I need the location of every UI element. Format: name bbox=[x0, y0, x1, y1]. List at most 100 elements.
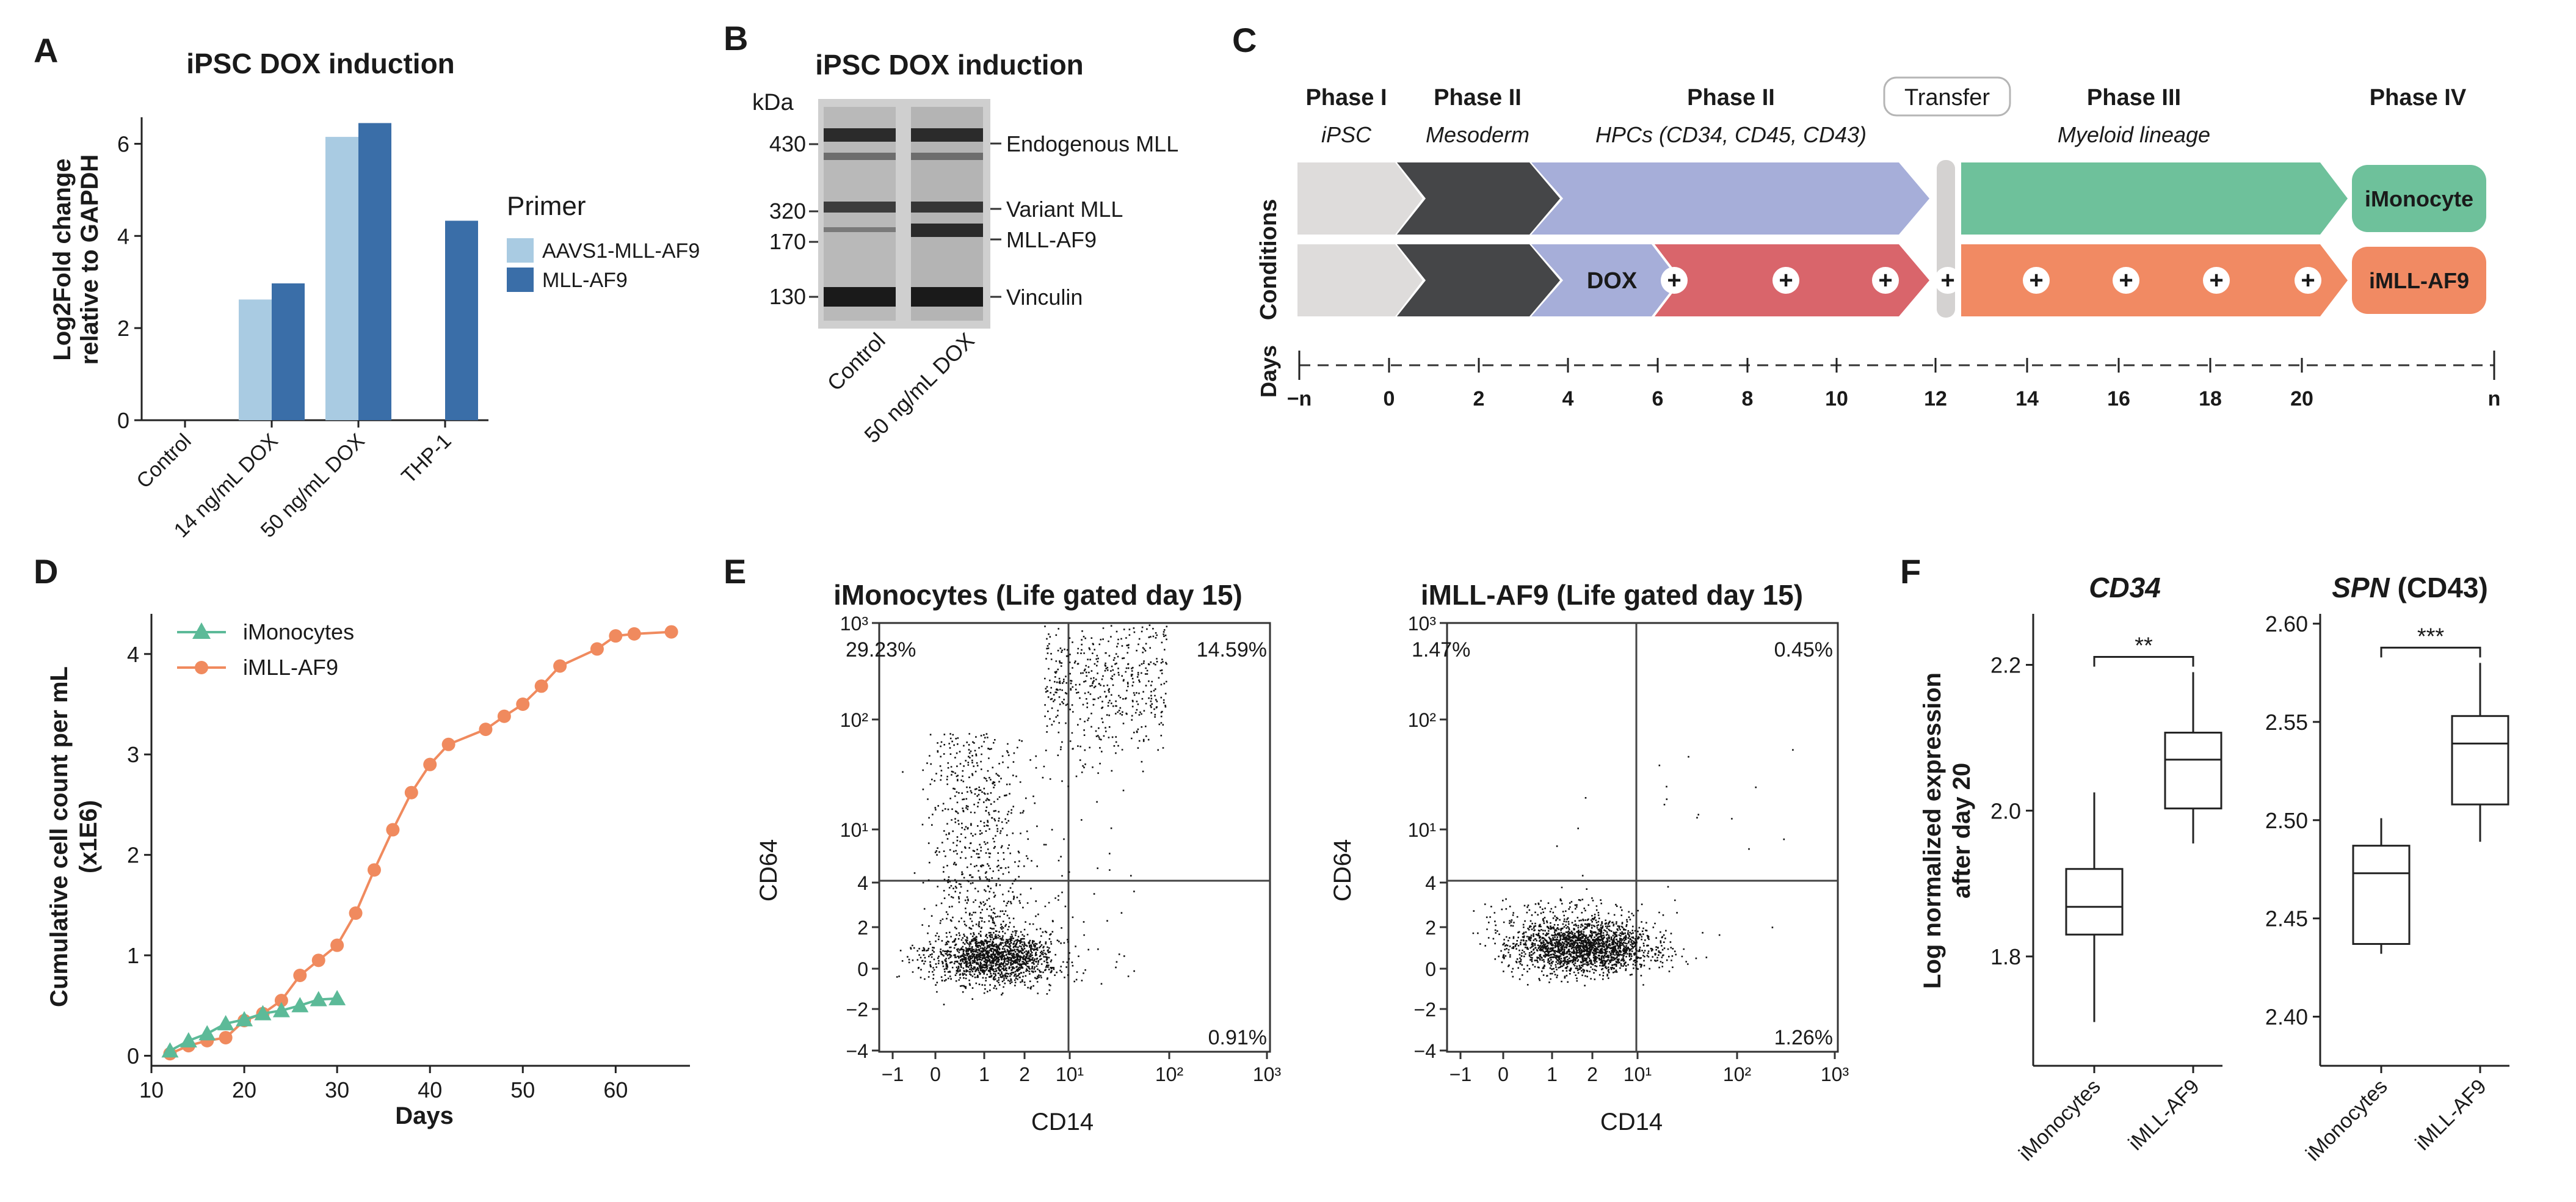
f-category-label: iMonocytes bbox=[2014, 1075, 2105, 1165]
panel-d-axes: 0 1 2 3 4 10 20 30 40 50 60 bbox=[127, 614, 690, 1102]
flow-plot-imonocytes: −4 −2 0 2 4 10¹ 10² 10³ −1 0 1 2 10¹ 10² 10³ bbox=[840, 613, 1282, 1085]
e-ytick-label: −2 bbox=[846, 999, 868, 1021]
day-tick-label: 12 bbox=[1924, 387, 1947, 410]
d-point-imonocytes bbox=[310, 991, 327, 1007]
d-point-imll-af9 bbox=[479, 723, 493, 737]
e-ytick-label: −2 bbox=[1414, 999, 1436, 1021]
row1-hpc-chevron bbox=[1531, 162, 1929, 235]
day-tick-label: 8 bbox=[1742, 387, 1754, 410]
band-label-vinculin: Vinculin bbox=[1006, 285, 1083, 310]
d-point-imll-af9 bbox=[367, 863, 381, 877]
f-ytick-label: 2.0 bbox=[1990, 798, 2021, 823]
e-xtick-label: −1 bbox=[882, 1063, 904, 1085]
f-box bbox=[2164, 732, 2222, 810]
plus-markers: + + + + + + + + bbox=[1661, 267, 2321, 294]
f-ytick-label: 2.50 bbox=[2265, 808, 2308, 833]
day-tick-label: 2 bbox=[1473, 387, 1485, 410]
band-label-endogenous: Endogenous MLL bbox=[1006, 131, 1178, 156]
conditions-label: Conditions bbox=[1256, 199, 1282, 320]
plus-sign: + bbox=[2029, 267, 2043, 294]
panel-b-letter: B bbox=[724, 19, 748, 57]
a-ytick-label: 0 bbox=[117, 408, 129, 433]
flow1-q-ur: 14.59% bbox=[1197, 638, 1267, 661]
d-series-line-imonocytes bbox=[169, 997, 338, 1052]
legend-marker-imonocytes bbox=[192, 622, 211, 639]
e-ytick-label: 10³ bbox=[840, 613, 869, 635]
f-ytick-label: 2.55 bbox=[2265, 710, 2308, 735]
e-ytick-label: 2 bbox=[1425, 917, 1436, 939]
flow2-q-ur: 0.45% bbox=[1774, 638, 1833, 661]
panel-d-letter: D bbox=[34, 552, 58, 591]
row2-mesoderm-chevron bbox=[1397, 244, 1560, 316]
d-point-imll-af9 bbox=[441, 737, 455, 751]
box2-suffix: (CD43) bbox=[2390, 572, 2488, 603]
d-point-imll-af9 bbox=[293, 969, 307, 982]
e-xtick-label: 10¹ bbox=[1056, 1063, 1084, 1085]
plus-circle bbox=[2295, 267, 2321, 294]
e-ytick-label: 4 bbox=[857, 872, 868, 894]
e-ytick-label: 10¹ bbox=[1408, 819, 1436, 841]
plus-circle bbox=[2113, 267, 2139, 294]
a-bar-mll-af9 bbox=[272, 283, 305, 420]
panel-b: B iPSC DOX induction kDa 430 320 170 130 bbox=[724, 19, 1178, 448]
plus-circle bbox=[2023, 267, 2050, 294]
panel-f-ylabel-line2: after day 20 bbox=[1948, 763, 1975, 898]
e-xtick-label: 0 bbox=[1498, 1063, 1509, 1085]
panel-a-letter: A bbox=[34, 31, 58, 70]
lane-label-control: Control bbox=[822, 328, 890, 396]
mw-marker-320: 320 bbox=[769, 199, 806, 224]
f-significance-bracket bbox=[2380, 646, 2481, 658]
phase-2-name: Phase II bbox=[1434, 85, 1522, 111]
flow1-xlabel: CD14 bbox=[1031, 1109, 1094, 1135]
f-ytick-label: 1.8 bbox=[1990, 944, 2021, 969]
a-ytick-label: 6 bbox=[117, 131, 129, 156]
e-xtick-label: 1 bbox=[979, 1063, 990, 1085]
d-point-imll-af9 bbox=[404, 785, 418, 800]
e-frame bbox=[1446, 622, 1839, 1053]
f-category-label: iMonocytes bbox=[2301, 1075, 2392, 1165]
a-bar-aavs1-mll-af9 bbox=[325, 137, 358, 420]
legend-swatch-mll-af9 bbox=[507, 268, 534, 292]
e-ytick-label: 0 bbox=[1425, 958, 1436, 980]
panel-c: C Phase I iPSC Phase II Mesoderm Phase I… bbox=[1232, 21, 2500, 410]
panel-e-letter: E bbox=[724, 552, 746, 591]
d-ytick-label: 3 bbox=[127, 742, 139, 767]
d-ytick-label: 0 bbox=[127, 1044, 139, 1069]
panel-f-ylabel-line1: Log normalized expression bbox=[1919, 672, 1946, 989]
row2-myeloid-chevron bbox=[1961, 244, 2348, 316]
flow2-xlabel: CD14 bbox=[1600, 1109, 1663, 1135]
plus-circle bbox=[1934, 267, 1961, 294]
plus-sign: + bbox=[1779, 267, 1793, 294]
d-point-imll-af9 bbox=[311, 953, 325, 967]
e-ytick-label: 10¹ bbox=[840, 819, 868, 841]
flow2-ylabel: CD64 bbox=[1329, 839, 1356, 901]
outcome-mll-box bbox=[2352, 247, 2486, 314]
d-xtick-label: 30 bbox=[325, 1077, 349, 1102]
a-bar-aavs1-mll-af9 bbox=[239, 299, 272, 420]
row1-ipsc-chevron bbox=[1297, 162, 1423, 235]
flow2-title: iMLL-AF9 (Life gated day 15) bbox=[1421, 579, 1803, 611]
d-point-imonocytes bbox=[272, 1002, 290, 1018]
outcome-imonocyte: iMonocyte bbox=[2365, 186, 2473, 211]
e-xtick-label: 10² bbox=[1723, 1063, 1752, 1085]
plus-sign: + bbox=[2209, 267, 2223, 294]
d-xtick-label: 40 bbox=[418, 1077, 442, 1102]
e-ytick-label: −4 bbox=[1414, 1040, 1436, 1062]
e-xtick-label: 10³ bbox=[1821, 1063, 1849, 1085]
phase-1-sub: iPSC bbox=[1321, 122, 1372, 147]
e-event-dots bbox=[1472, 749, 1794, 986]
day-tick-label: −n bbox=[1287, 387, 1312, 410]
d-point-imonocytes bbox=[236, 1011, 253, 1027]
panel-a-ylabel-line1: Log2Fold change bbox=[49, 158, 76, 360]
transfer-box bbox=[1883, 76, 2011, 117]
flow1-q-lr: 0.91% bbox=[1208, 1026, 1267, 1049]
outcome-mll: iMLL-AF9 bbox=[2369, 268, 2469, 293]
phase-4-name: Phase IV bbox=[2370, 85, 2467, 111]
mw-marker-130: 130 bbox=[769, 284, 806, 309]
panel-a-ylabel-line2: relative to GAPDH bbox=[76, 155, 103, 365]
d-ytick-label: 1 bbox=[127, 943, 139, 968]
day-tick-label: 16 bbox=[2107, 387, 2130, 410]
d-xtick-label: 10 bbox=[139, 1077, 164, 1102]
plus-sign: + bbox=[1940, 267, 1954, 294]
d-ytick-label: 2 bbox=[127, 843, 139, 868]
